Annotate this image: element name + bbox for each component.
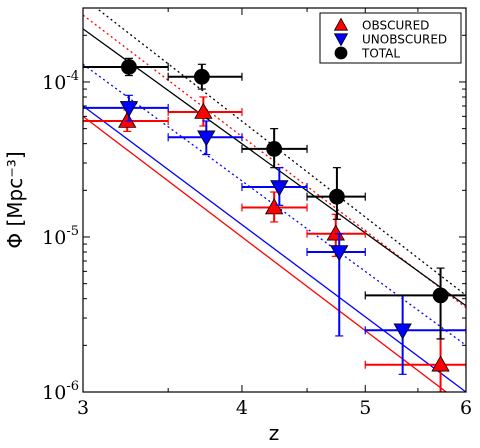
unobscured-marker bbox=[119, 101, 139, 118]
legend-label-obscured: OBSCURED bbox=[362, 19, 429, 33]
unobscured-point-4 bbox=[306, 233, 366, 337]
unobscured-point-2 bbox=[167, 120, 243, 156]
data-points bbox=[83, 57, 466, 392]
legend-label-unobscured: UNOBSCURED bbox=[362, 33, 447, 47]
total-marker bbox=[329, 188, 345, 205]
legend-marker-total bbox=[334, 46, 348, 60]
x-tick-label: 6 bbox=[460, 397, 472, 419]
unobscured-marker bbox=[393, 323, 412, 340]
unobscured-point-1 bbox=[83, 94, 169, 122]
legend-entry-unobscured: UNOBSCURED bbox=[333, 33, 447, 47]
total-point-2 bbox=[167, 63, 243, 90]
legend-entry-obscured: OBSCURED bbox=[333, 17, 429, 33]
plot-frame bbox=[82, 7, 467, 393]
unobscured-marker bbox=[197, 130, 216, 147]
total-fit-dotted bbox=[95, 8, 466, 296]
x-tick-label: 5 bbox=[359, 397, 371, 419]
obscured-marker bbox=[118, 111, 137, 128]
total-point-3 bbox=[241, 128, 308, 169]
x-tick-label: 4 bbox=[236, 397, 248, 419]
total-marker bbox=[121, 59, 137, 75]
total-marker bbox=[432, 287, 449, 304]
unobscured-point-5 bbox=[364, 294, 466, 375]
obscured-point-3 bbox=[241, 191, 308, 223]
axis-ticks: 3 4 5 6 10-6 10-5 10-4 bbox=[42, 8, 472, 419]
y-tick-label: 10-4 bbox=[42, 69, 79, 94]
total-point-5 bbox=[364, 267, 466, 340]
total-point-4 bbox=[306, 167, 366, 220]
obscured-marker bbox=[264, 198, 284, 215]
x-axis-label: z bbox=[269, 421, 280, 445]
obscured-marker bbox=[194, 102, 213, 119]
y-axis-label: Φ [Mpc⁻³] bbox=[3, 151, 27, 248]
obscured-marker bbox=[326, 224, 345, 241]
y-tick-label: 10-5 bbox=[42, 224, 79, 249]
y-tick-label: 10-6 bbox=[42, 379, 79, 404]
obscured-point-5 bbox=[364, 338, 466, 392]
obscured-marker bbox=[431, 355, 450, 372]
legend-entry-total: TOTAL bbox=[334, 46, 400, 61]
x-tick-label: 3 bbox=[77, 397, 89, 419]
unobscured-point-3 bbox=[241, 167, 308, 206]
legend-marker-unobscured bbox=[333, 33, 349, 47]
legend-marker-obscured bbox=[333, 17, 349, 31]
obscured-point-2 bbox=[167, 96, 243, 127]
unobscured-marker bbox=[270, 180, 289, 197]
total-point-1 bbox=[83, 57, 169, 77]
total-marker bbox=[193, 68, 210, 85]
legend-label-total: TOTAL bbox=[361, 47, 400, 61]
total-marker bbox=[266, 140, 283, 157]
unobscured-marker bbox=[330, 245, 349, 262]
